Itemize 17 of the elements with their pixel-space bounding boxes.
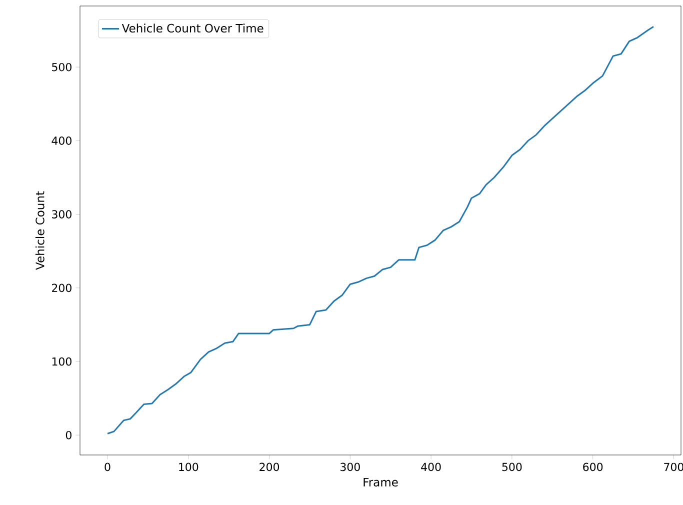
y-tick-label: 200	[52, 284, 72, 292]
x-tick-label: 600	[583, 462, 603, 472]
x-tick-label: 300	[340, 462, 360, 472]
x-tick-label: 700	[664, 462, 683, 472]
y-tick-label: 500	[52, 62, 72, 72]
x-axis-title: Frame	[364, 478, 398, 487]
y-axis-title: Vehicle Count	[35, 191, 44, 270]
y-tick-label: 400	[52, 136, 72, 145]
x-tick-label: 200	[260, 462, 280, 472]
y-tick-label: 0	[66, 430, 72, 440]
x-tick-label: 0	[104, 462, 110, 472]
y-tick-label: 100	[52, 357, 72, 366]
legend-label: Vehicle Count Over Time	[122, 24, 264, 33]
x-tick-label: 400	[421, 462, 441, 472]
x-tick-label: 100	[179, 462, 198, 472]
x-tick-label: 500	[502, 462, 522, 472]
y-tick-label: 300	[52, 210, 72, 218]
